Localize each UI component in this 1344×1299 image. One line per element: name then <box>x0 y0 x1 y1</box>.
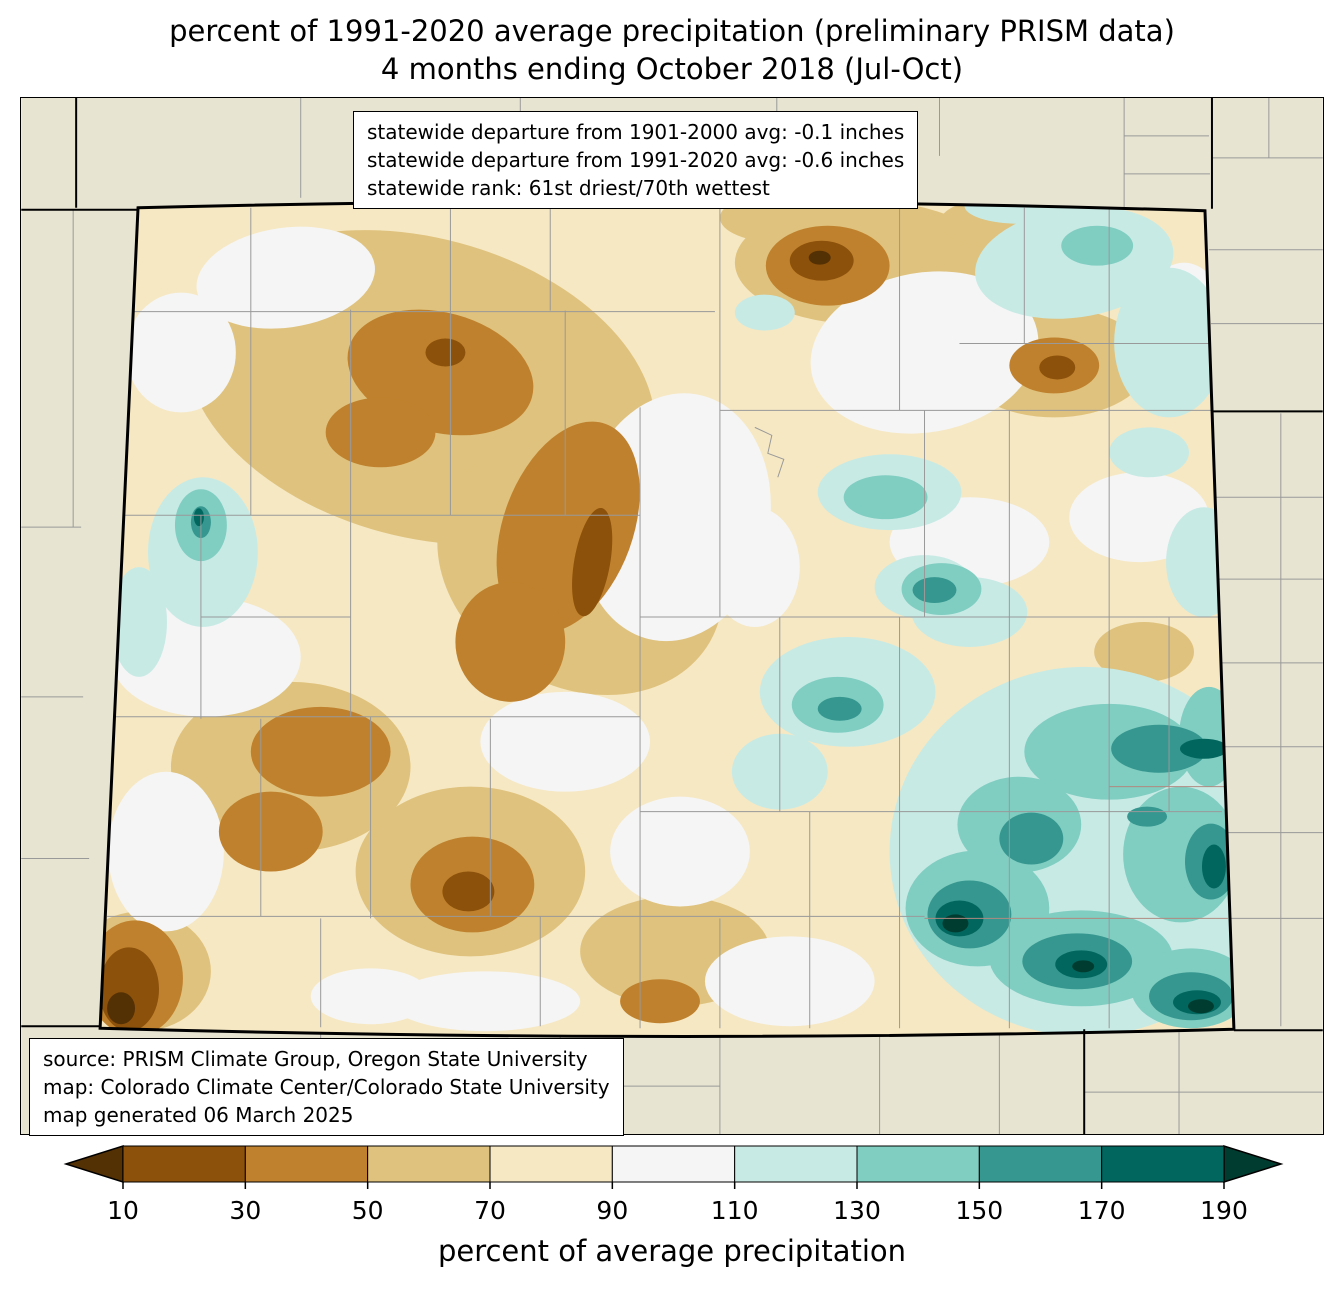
colorbar-tick-30: 30 <box>229 1196 262 1225</box>
colorbar-tick-170: 170 <box>1077 1196 1126 1225</box>
title-line2: 4 months ending October 2018 (Jul-Oct) <box>380 52 964 86</box>
stats-line-3: statewide rank: 61st driest/70th wettest <box>367 176 770 200</box>
colorbar-tick-10: 10 <box>107 1196 139 1225</box>
map-frame: statewide departure from 1901-2000 avg: … <box>20 97 1324 1136</box>
colorbar-tick-110: 110 <box>710 1196 759 1225</box>
source-box: source: PRISM Climate Group, Oregon Stat… <box>29 1038 624 1136</box>
colorbar-tick-50: 50 <box>351 1196 384 1225</box>
colorbar-tick-70: 70 <box>474 1196 506 1225</box>
stats-line-1: statewide departure from 1901-2000 avg: … <box>367 120 905 144</box>
colorado-county-lines <box>107 207 1222 1029</box>
title-line1: percent of 1991-2020 average precipitati… <box>169 14 1175 48</box>
colorbar-tick-labels: 10 30 50 70 90 110 130 150 170 190 <box>0 1196 1344 1230</box>
neighbor-state-borders <box>21 98 1323 1134</box>
source-line-1: source: PRISM Climate Group, Oregon Stat… <box>43 1047 588 1071</box>
colorado-precipitation-map <box>21 98 1323 1134</box>
stats-line-2: statewide departure from 1991-2020 avg: … <box>367 148 905 172</box>
colorbar-tick-90: 90 <box>596 1196 629 1225</box>
band-30-50 <box>100 225 1100 1037</box>
colorado-county-lines-southeast <box>924 786 1231 919</box>
map-title: percent of 1991-2020 average precipitati… <box>0 12 1344 88</box>
source-line-3: map generated 06 March 2025 <box>43 1103 354 1127</box>
precipitation-fill-layers <box>100 201 1234 1037</box>
colorbar-tick-190: 190 <box>1200 1196 1248 1225</box>
band-lt-10 <box>107 250 831 1025</box>
colorbar-tick-130: 130 <box>833 1196 881 1225</box>
source-line-2: map: Colorado Climate Center/Colorado St… <box>43 1075 610 1099</box>
colorbar-tick-150: 150 <box>955 1196 1004 1225</box>
colorbar-label: percent of average precipitation <box>437 1234 907 1268</box>
stats-box: statewide departure from 1901-2000 avg: … <box>353 111 919 209</box>
colorbar <box>63 1144 1284 1189</box>
